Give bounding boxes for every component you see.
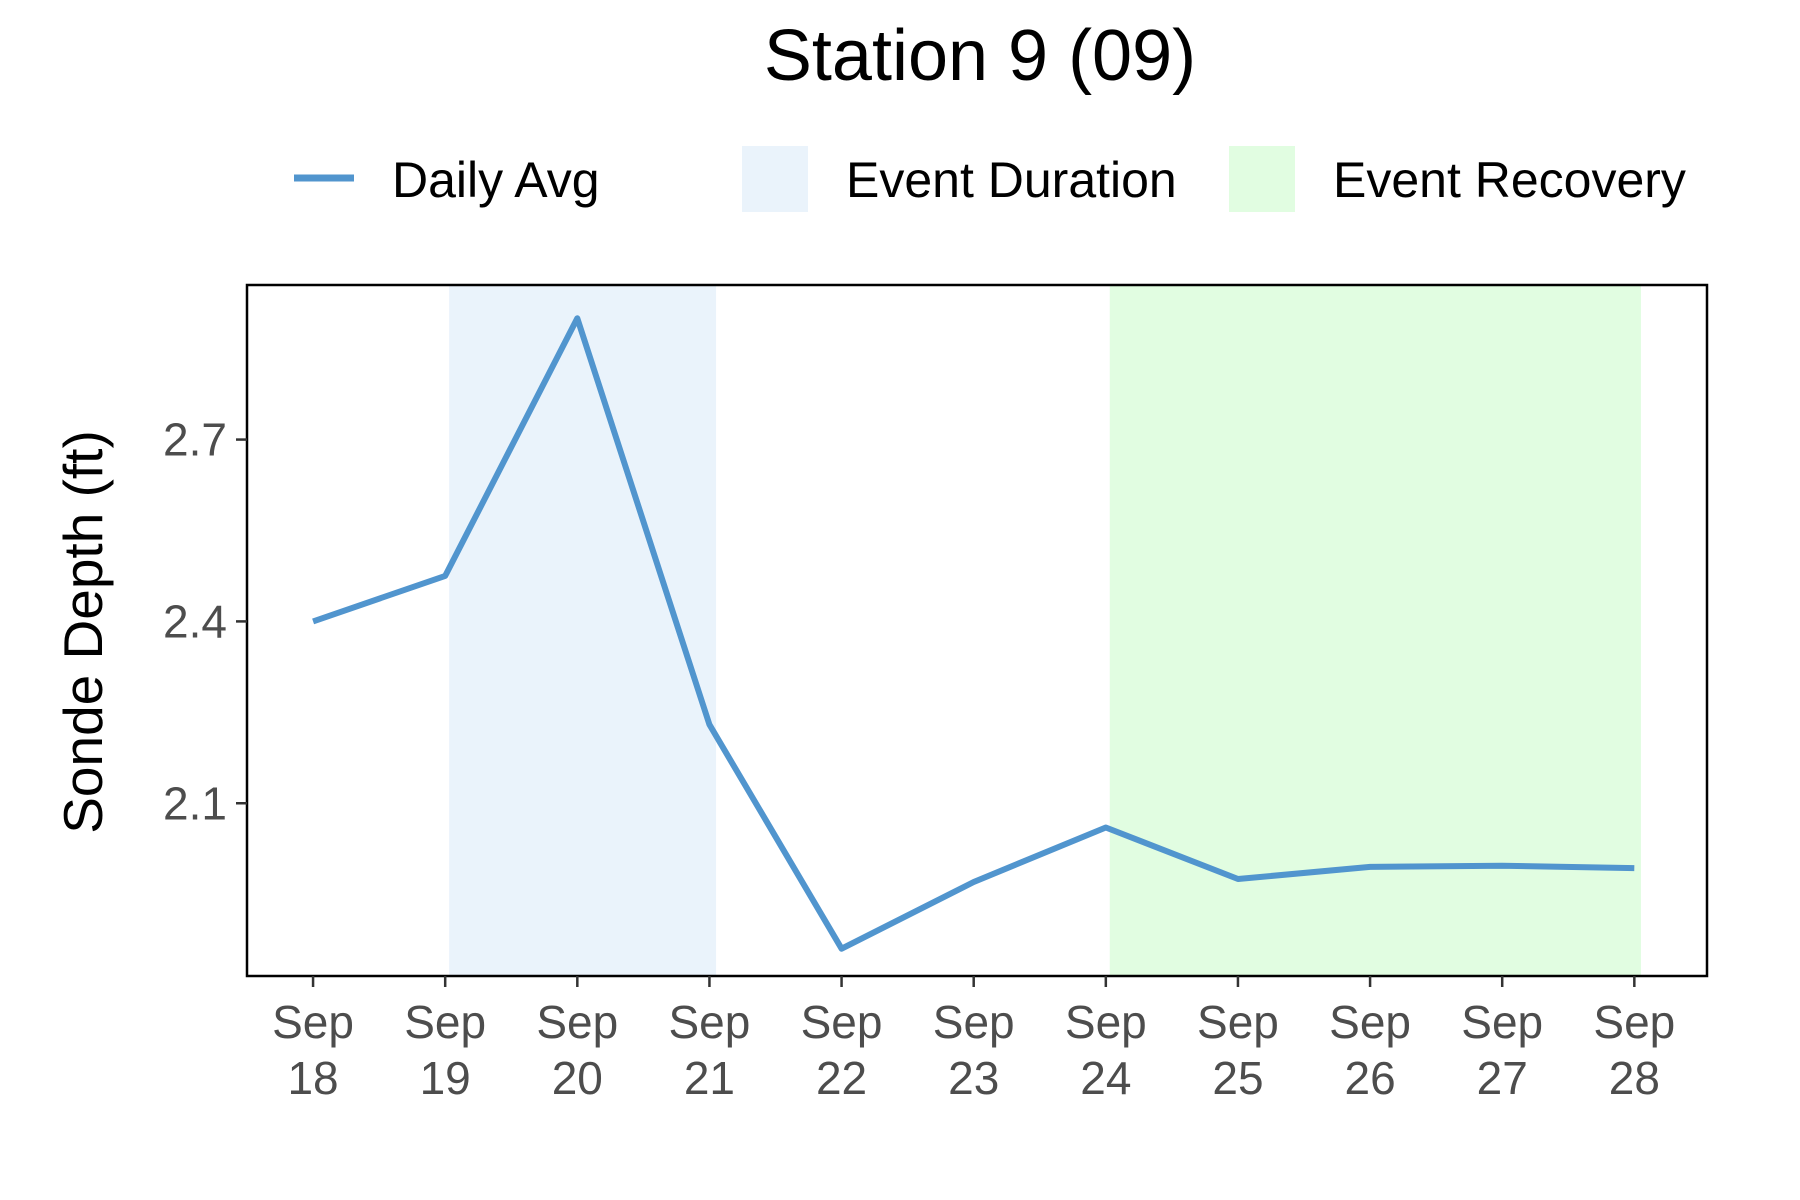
x-tick-label: Sep 24: [1065, 996, 1147, 1104]
y-tick-label: 2.1: [163, 777, 227, 829]
y-tick-label: 2.7: [163, 414, 227, 466]
x-tick-label: Sep 20: [536, 996, 618, 1104]
shaded-region-event-recovery: [1109, 285, 1641, 976]
legend-key-event-duration: [742, 146, 808, 212]
x-tick-label: Sep 27: [1461, 996, 1543, 1104]
plot-area: 2.1 2.4 2.7 Sep 18 Sep 19 Sep 20 Sep 21 Sep 22 Sep 23 S…: [163, 283, 1709, 1104]
x-tick-label: Sep 18: [272, 996, 354, 1104]
x-tick-label: Sep 25: [1197, 996, 1279, 1104]
legend: Daily Avg Event Duration Event Recovery: [294, 146, 1686, 212]
x-tick-label: Sep 28: [1593, 996, 1675, 1104]
x-tick-label: Sep 21: [669, 996, 751, 1104]
chart-title: Station 9 (09): [764, 16, 1196, 96]
legend-key-event-recovery: [1229, 146, 1295, 212]
y-tick-label: 2.4: [163, 595, 227, 647]
x-tick-label: Sep 23: [933, 996, 1015, 1104]
legend-label-event-recovery: Event Recovery: [1333, 152, 1686, 208]
legend-label-daily-avg: Daily Avg: [392, 152, 600, 208]
legend-label-event-duration: Event Duration: [846, 152, 1177, 208]
plot-border: [245, 283, 1709, 978]
series-line-daily-avg: [312, 315, 1635, 952]
x-tick-label: Sep 26: [1329, 996, 1411, 1104]
x-tick-label: Sep 19: [404, 996, 486, 1104]
x-tick-label: Sep 22: [801, 996, 883, 1104]
shaded-region-event-duration: [449, 285, 717, 976]
y-axis-title: Sonde Depth (ft): [52, 430, 114, 834]
